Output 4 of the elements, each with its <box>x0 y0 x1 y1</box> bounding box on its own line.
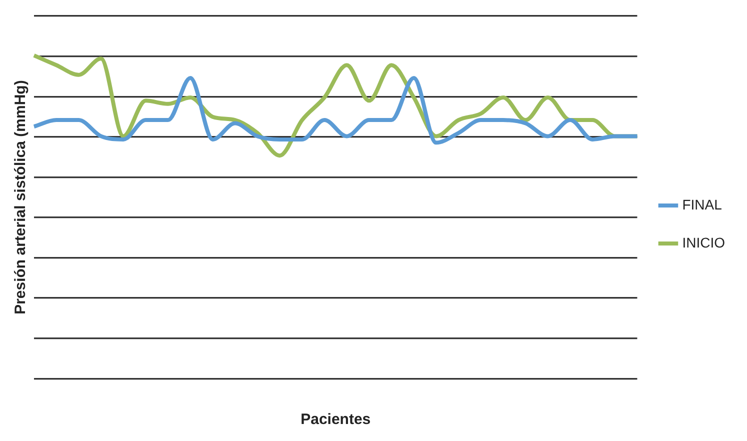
x-axis-title: Pacientes <box>300 411 371 428</box>
legend-label: INICIO <box>682 234 726 250</box>
y-axis-title: Presión arterial sistólica (mmHg) <box>12 80 30 314</box>
legend-label: FINAL <box>682 196 722 212</box>
